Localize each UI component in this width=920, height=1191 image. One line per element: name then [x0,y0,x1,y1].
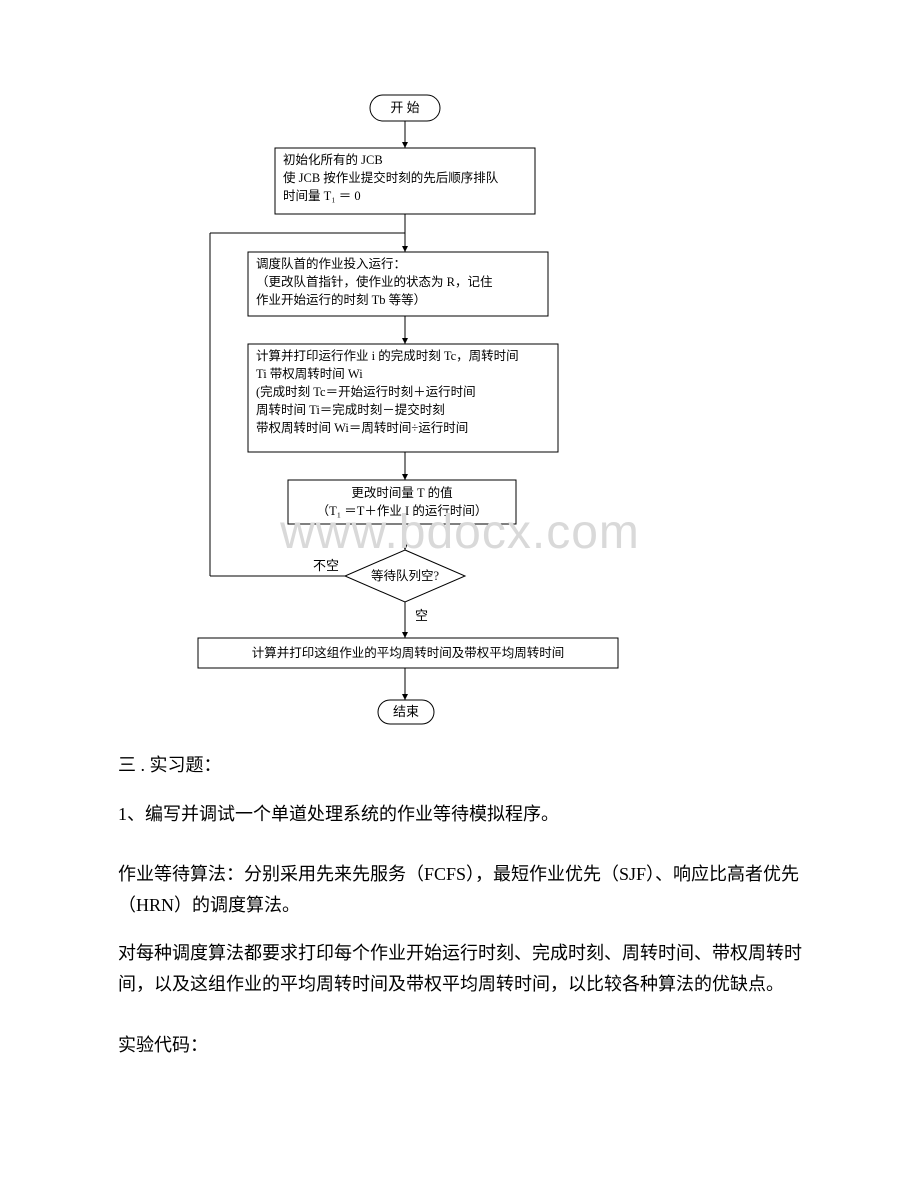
svg-text:使 JCB 按作业提交时刻的先后顺序排队: 使 JCB 按作业提交时刻的先后顺序排队 [283,170,499,185]
svg-text:更改时间量 T 的值: 更改时间量 T 的值 [351,485,452,500]
svg-text:开 始: 开 始 [390,100,419,115]
svg-text:空: 空 [415,608,428,623]
flowchart-svg: 不空空 开 始初始化所有的 JCB 使 JCB 按作业提交时刻的先后顺序排队时间量 … [0,0,920,740]
svg-text:带权周转时间 Wi＝周转时间÷运行时间: 带权周转时间 Wi＝周转时间÷运行时间 [256,420,468,435]
svg-text:作业开始运行的时刻 Tb 等等）: 作业开始运行的时刻 Tb 等等） [256,292,426,307]
svg-text:结束: 结束 [393,704,419,719]
algorithm-paragraph: 作业等待算法：分别采用先来先服务（FCFS），最短作业优先（SJF）、响应比高者… [118,859,810,920]
flowchart-container: www.bdocx.com 不空空开 始初始化所有的 JCB使 JCB 按作业提… [0,0,920,740]
svg-text:(完成时刻 Tc＝开始运行时刻＋运行时间: (完成时刻 Tc＝开始运行时刻＋运行时间 [256,384,476,399]
svg-text:初始化所有的 JCB: 初始化所有的 JCB [283,152,383,167]
svg-text:时间量 T₁ ＝ 0: 时间量 T₁ ＝ 0 [283,189,361,203]
svg-text:不空: 不空 [313,558,339,573]
code-label: 实验代码： [118,1030,810,1061]
svg-text:Ti 带权周转时间 Wi: Ti 带权周转时间 Wi [256,366,363,381]
body-text: 三 . 实习题： 1、编写并调试一个单道处理系统的作业等待模拟程序。 作业等待算… [0,740,920,1118]
svg-text:等待队列空?: 等待队列空? [371,568,440,583]
svg-text:计算并打印运行作业 i 的完成时刻 Tc，周转时间: 计算并打印运行作业 i 的完成时刻 Tc，周转时间 [256,348,519,363]
question-1: 1、编写并调试一个单道处理系统的作业等待模拟程序。 [118,799,810,830]
svg-text:（T₁ ＝T＋作业 I 的运行时间）: （T₁ ＝T＋作业 I 的运行时间） [317,503,488,518]
section-title: 三 . 实习题： [118,750,810,781]
svg-text:计算并打印这组作业的平均周转时间及带权平均周转时间: 计算并打印这组作业的平均周转时间及带权平均周转时间 [252,645,565,660]
requirements-paragraph: 对每种调度算法都要求打印每个作业开始运行时刻、完成时刻、周转时间、带权周转时间，… [118,938,810,999]
svg-text:周转时间 Ti＝完成时刻－提交时刻: 周转时间 Ti＝完成时刻－提交时刻 [256,402,445,417]
svg-text:调度队首的作业投入运行：: 调度队首的作业投入运行： [256,256,406,271]
svg-text:（更改队首指针，使作业的状态为 R，记住: （更改队首指针，使作业的状态为 R，记住 [256,274,493,289]
